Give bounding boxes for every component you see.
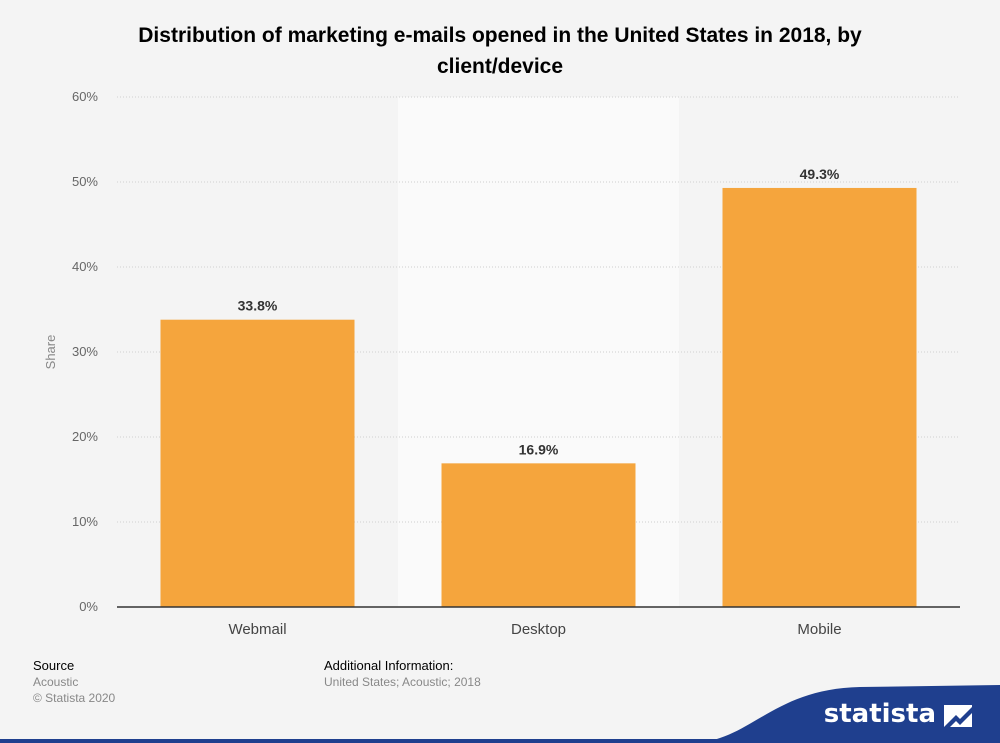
bottom-rule: [0, 739, 1000, 743]
y-tick-label: 30%: [72, 344, 98, 359]
bar: [160, 319, 355, 607]
statista-mark-icon: [944, 705, 972, 727]
source-block: Source Acoustic © Statista 2020: [33, 658, 115, 706]
additional-info-block: Additional Information: United States; A…: [324, 658, 481, 690]
copyright-text: © Statista 2020: [33, 691, 116, 705]
bar: [441, 463, 636, 607]
data-label: 16.9%: [519, 441, 559, 457]
brand-name: statista: [823, 699, 936, 729]
source-text[interactable]: Acoustic: [33, 675, 79, 689]
logo-wave-shape: [690, 685, 1000, 743]
y-axis-title: Share: [43, 335, 58, 370]
x-tick-label: Mobile: [797, 621, 841, 638]
additional-info-text: United States; Acoustic; 2018: [324, 675, 481, 689]
y-tick-label: 40%: [72, 259, 98, 274]
y-tick-label: 60%: [72, 89, 98, 104]
x-tick-label: Webmail: [228, 621, 286, 638]
statista-logo[interactable]: statista: [690, 681, 1000, 743]
y-tick-label: 20%: [72, 429, 98, 444]
y-tick-label: 10%: [72, 514, 98, 529]
bar: [722, 187, 917, 607]
x-tick-label: Desktop: [511, 621, 566, 638]
additional-info-heading: Additional Information:: [324, 658, 454, 673]
chart-title: Distribution of marketing e-mails opened…: [138, 24, 862, 78]
data-label: 33.8%: [238, 298, 278, 314]
y-tick-label: 0%: [79, 599, 98, 614]
data-label: 49.3%: [800, 166, 840, 182]
bar-chart: 0% 10% 20% 30% 40% 50% 60% 33.8% Webmail 16.9% Des…: [43, 89, 960, 638]
y-tick-label: 50%: [72, 174, 98, 189]
source-heading: Source: [33, 658, 75, 673]
